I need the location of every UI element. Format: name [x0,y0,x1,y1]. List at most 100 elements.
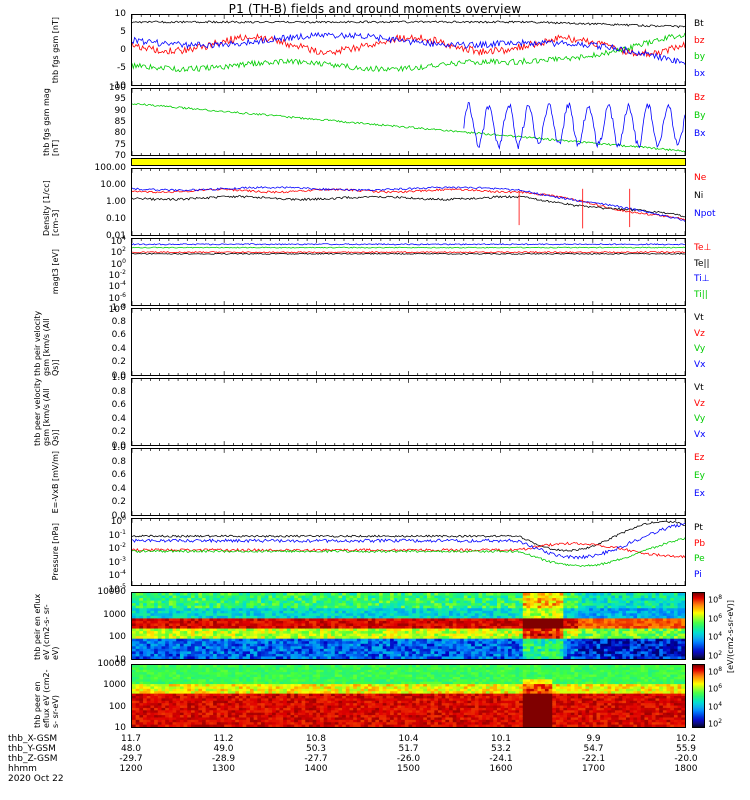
ytick-peer-eflux-3: 10 [114,723,126,733]
xaxis-value-c5-r2: -22.1 [581,754,606,764]
legend-peir-velocity-Vt: Vt [694,313,704,323]
xaxis-value-c0-r3: 1200 [119,764,143,774]
ytick-magt3-1: 102 [110,246,126,259]
panel-pressure [131,518,686,586]
colorbar-unit-label: [eV/(cm2-s-sr-eV)] [726,600,735,674]
xaxis-value-c1-r3: 1300 [212,764,235,774]
colorbar-unit-wrap: [eV/(cm2-s-sr-eV)] [726,600,738,730]
legend-peir-velocity-Vx: Vx [694,359,706,370]
legend-peer-velocity-Vz: Vz [694,398,705,409]
ytick-magt3-2: 100 [110,257,126,270]
legend-peer-velocity-Vx: Vx [694,429,706,440]
ylabel-magt3: magt3 [eV] [51,249,60,295]
ytick-fgs-gsm-0: 10 [114,9,126,19]
xaxis-value-c0-r0: 11.7 [120,734,142,744]
legend-magt3-Ti: Ti⊥ [694,274,710,284]
ytick-fgs-gsm-mag-0: 100 [108,83,126,93]
legend-fgs-gsm-bx: bx [694,68,706,79]
yellow-status-band [131,158,686,166]
xaxis-value-c3-r2: -26.0 [396,754,421,764]
ytick-efield-4: 0.2 [111,497,126,508]
xaxis-value-c4-r3: 1600 [489,764,513,774]
legend-density-Ni: Ni [694,191,704,201]
ytick-magt3-6: 10-8 [108,303,126,315]
ytick-pressure-0: 100 [110,515,126,527]
xaxis-date-label: 2020 Oct 22 [8,774,64,784]
xaxis-value-c6-r0: 10.2 [675,734,697,744]
ytick-fgs-gsm-mag-1: 95 [114,94,126,105]
xaxis-value-c1-r0: 11.2 [213,734,234,744]
ytick-density-2: 1.00 [105,197,126,207]
legend-pressure-Pi: Pi [694,569,702,580]
legend-fgs-gsm-mag-By: By [694,111,706,121]
ytick-pressure-2: 10-2 [108,542,126,555]
ylabel-peer-eflux: thb peer en eflux eV (cm2-s- sr-eV) [33,669,60,728]
xaxis-value-c2-r1: 50.3 [305,744,327,754]
legend-fgs-gsm-mag-Bx: Bx [694,129,706,139]
legend-fgs-gsm-Bt: Bt [694,19,704,29]
legend-peir-velocity-Vz: Vz [694,328,705,339]
xaxis-value-c2-r3: 1400 [304,764,328,774]
xaxis-value-c4-r2: -24.1 [489,754,513,764]
ylabel-density: Density [1/cc] [cm-3] [42,180,60,236]
ytick-pressure-5: 10-5 [108,583,126,595]
colorbar-tick-1-2: 104 [708,700,723,712]
panel-fgs-gsm-mag [131,88,686,156]
panel-peer-eflux [131,664,686,728]
ytick-density-0: 100.00 [94,163,127,173]
ylabel-fgs-gsm-mag: thb fgs gsm mag [nT] [42,88,60,156]
ytick-efield-5: 0.0 [111,511,126,521]
legend-fgs-gsm-by: by [694,52,706,62]
ytick-fgs-gsm-4: -10 [111,81,126,91]
xaxis-value-c3-r1: 51.7 [398,744,419,754]
ytick-fgs-gsm-2: 0 [120,45,126,55]
colorbar-tick-1-3: 102 [708,718,723,729]
ytick-pressure-3: 10-3 [108,555,126,568]
xaxis-row-label-1: thb_Y-GSM [8,744,56,754]
colorbar-tick-0-1: 106 [708,612,723,624]
ytick-peir-velocity-5: 0.0 [111,371,126,381]
colorbar-tick-1-1: 106 [708,683,723,694]
ylabel-fgs-gsm: thb fgs gsm [nT] [51,16,60,84]
ytick-efield-1: 0.8 [111,456,126,467]
xaxis-value-c5-r3: 1700 [582,764,605,774]
ytick-fgs-gsm-mag-6: 70 [114,151,126,161]
legend-magt3-Te: Te⊥ [694,243,712,253]
ytick-pressure-1: 10-1 [108,528,126,541]
ytick-peer-velocity-1: 0.8 [111,386,126,397]
ytick-pressure-4: 10-4 [108,569,126,582]
ytick-peer-velocity-4: 0.2 [111,427,126,438]
legend-fgs-gsm-mag-Bz: Bz [694,93,705,103]
legend-efield-Ex: Ex [694,489,706,499]
legend-peir-velocity-Vy: Vy [694,344,706,354]
ytick-peer-eflux-0: 10000 [97,659,126,669]
ytick-magt3-5: 10-6 [108,291,126,304]
ytick-efield-3: 0.4 [111,483,126,494]
xaxis-value-c4-r1: 53.2 [490,744,512,754]
ytick-peir-velocity-0: 1.0 [111,303,126,313]
panel-fgs-gsm [131,14,686,86]
ytick-peir-velocity-2: 0.6 [111,330,126,341]
xaxis-value-c6-r2: -20.0 [674,754,698,764]
xaxis-value-c1-r2: -28.9 [211,754,236,764]
ytick-peir-eflux-3: 10 [114,655,126,665]
legend-peer-velocity-Vt: Vt [694,383,704,393]
ytick-magt3-4: 10-4 [108,280,126,293]
xaxis-row-label-3: hhmm [8,764,37,774]
ytick-peer-velocity-0: 1.0 [111,373,126,383]
ytick-density-1: 10.00 [100,180,126,190]
legend-density-Ne: Ne [694,173,707,183]
ytick-peir-velocity-3: 0.4 [111,343,126,354]
panel-magt3 [131,238,686,306]
ytick-peir-eflux-1: 1000 [103,609,126,620]
ytick-peir-velocity-1: 0.8 [111,316,126,327]
xaxis-value-c5-r0: 9.9 [586,734,601,744]
legend-pressure-Pe: Pe [694,554,705,564]
ytick-density-4: 0.01 [105,231,126,241]
ytick-fgs-gsm-3: -5 [117,63,126,73]
xaxis-value-c4-r0: 10.1 [490,734,512,744]
panel-efield [131,448,686,516]
ylabel-peer-velocity: thb peer velocity gsm [km/s (All Qs)] [33,378,60,446]
panel-peir-eflux [131,592,686,660]
